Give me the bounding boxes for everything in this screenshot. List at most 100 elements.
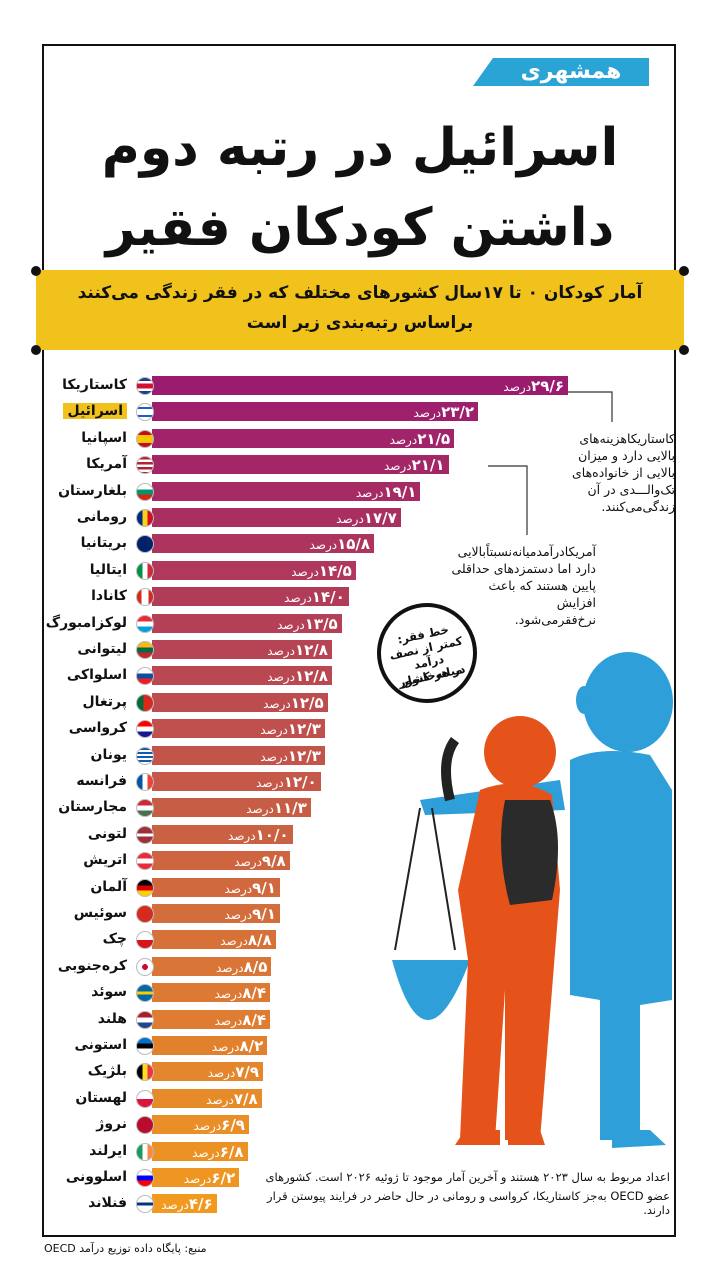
bar-value-label: ۸/۴درصد bbox=[214, 1010, 267, 1029]
country-label: آمریکا bbox=[86, 456, 127, 473]
bar-value-label: ۱۳/۵درصد bbox=[277, 614, 338, 633]
country-label: کاستاریکا bbox=[62, 377, 127, 393]
bar-value-label: ۲۹/۶درصد bbox=[503, 377, 564, 395]
country-flag-icon bbox=[136, 852, 154, 871]
note-line: کاستاریکاهزینه‌های bbox=[579, 431, 675, 446]
chart-bar bbox=[152, 1088, 262, 1108]
subtitle-line2: براساس رتبه‌بندی زیر است bbox=[246, 313, 474, 333]
chart-bar bbox=[152, 851, 290, 871]
note-line: آمریکادرآمدمیانه‌نسبتاًبالایی bbox=[457, 544, 596, 559]
country-flag-icon bbox=[136, 614, 154, 633]
country-flag-icon bbox=[136, 878, 154, 897]
chart-bar bbox=[152, 877, 280, 897]
country-flag-icon bbox=[136, 905, 154, 923]
bar-value-label: ۹/۱درصد bbox=[224, 878, 276, 897]
country-flag-icon bbox=[136, 825, 154, 844]
country-flag-icon bbox=[136, 1142, 154, 1161]
country-label: کرواسی bbox=[68, 720, 127, 737]
bar-value-label: ۱۴/۵درصد bbox=[291, 561, 352, 580]
bar-value-label: ۷/۸درصد bbox=[206, 1089, 258, 1108]
country-flag-icon bbox=[136, 456, 154, 475]
country-label: کره‌جنوبی bbox=[57, 957, 127, 974]
country-label: اسرائیل bbox=[63, 403, 127, 420]
chart-bar bbox=[152, 1194, 217, 1214]
country-flag-icon bbox=[136, 1169, 154, 1187]
source-note: منبع: پایگاه داده توزیع درآمد OECD bbox=[44, 1242, 207, 1255]
country-flag-icon bbox=[136, 720, 154, 739]
chart-bar bbox=[152, 1062, 264, 1082]
country-flag-icon bbox=[136, 667, 154, 686]
chart-bar bbox=[152, 1141, 248, 1161]
bar-value-label: ۴/۶درصد bbox=[161, 1195, 213, 1214]
chart-bar bbox=[152, 772, 321, 791]
band-corner-dot bbox=[679, 345, 689, 355]
chart-bar bbox=[152, 1168, 240, 1187]
country-label: چک bbox=[102, 931, 127, 948]
country-label: ایرلند bbox=[89, 1142, 127, 1159]
country-label: اسلوونی bbox=[65, 1169, 127, 1185]
country-label: بلغارستان bbox=[58, 482, 127, 499]
country-label: بریتانیا bbox=[80, 535, 127, 552]
bar-value-label: ۶/۹درصد bbox=[193, 1116, 245, 1135]
country-flag-icon bbox=[136, 509, 154, 527]
country-label: لهستان bbox=[75, 1089, 127, 1106]
chart-bar bbox=[152, 1009, 271, 1029]
country-flag-icon bbox=[136, 984, 154, 1003]
bar-value-label: ۲۱/۱درصد bbox=[383, 456, 445, 475]
country-flag-icon bbox=[136, 561, 154, 580]
chart-bar bbox=[152, 824, 293, 844]
country-label: اسپانیا bbox=[81, 429, 127, 446]
bar-value-label: ۱۱/۳درصد bbox=[246, 799, 307, 818]
page-title-line1: اسرائیل در رتبه دوم bbox=[101, 118, 619, 178]
country-flag-icon bbox=[136, 482, 154, 501]
country-label: مجارستان bbox=[58, 799, 127, 816]
bar-value-label: ۱۲/۵درصد bbox=[263, 693, 324, 712]
chart-bar bbox=[152, 402, 479, 422]
chart-bar bbox=[152, 508, 401, 527]
bar-value-label: ۱۲/۰درصد bbox=[256, 773, 317, 791]
country-label: فنلاند bbox=[88, 1195, 127, 1212]
chart-bar bbox=[152, 692, 328, 712]
bar-value-label: ۹/۸درصد bbox=[234, 852, 286, 871]
bar-value-label: ۱۴/۰درصد bbox=[284, 588, 345, 607]
country-label: پرتغال bbox=[82, 693, 127, 710]
country-flag-icon bbox=[136, 931, 154, 950]
note-line: نرخ‌فقرمی‌شود. bbox=[514, 612, 596, 627]
country-label: اسلواکی bbox=[66, 667, 127, 684]
note-line: بالایی دارد و میزان bbox=[578, 448, 675, 463]
country-flag-icon bbox=[136, 1195, 154, 1214]
chart-bar bbox=[152, 904, 280, 923]
bar-value-label: ۱۰/۰درصد bbox=[227, 825, 289, 844]
country-flag-icon bbox=[136, 1063, 154, 1082]
chart-bar bbox=[152, 745, 325, 765]
country-label: فرانسه bbox=[76, 773, 127, 789]
chart-bar bbox=[152, 1115, 249, 1135]
country-label: نروژ bbox=[96, 1116, 127, 1133]
band-corner-dot bbox=[679, 266, 689, 276]
country-label: لوکزامبورگ bbox=[45, 614, 127, 631]
chart-bar bbox=[152, 587, 349, 607]
chart-bar bbox=[152, 956, 272, 976]
bar-value-label: ۱۲/۳درصد bbox=[260, 746, 321, 765]
bar-value-label: ۲۳/۲درصد bbox=[413, 403, 475, 422]
bar-value-label: ۱۹/۱درصد bbox=[355, 482, 417, 501]
country-label: لیتوانی bbox=[77, 641, 127, 657]
country-flag-icon bbox=[136, 1116, 154, 1135]
infographic-frame bbox=[42, 44, 676, 1237]
chart-bar bbox=[152, 798, 311, 818]
note-line: تک‌والـــدی در آن bbox=[587, 482, 675, 497]
bar-value-label: ۱۷/۷درصد bbox=[336, 509, 397, 527]
chart-bar bbox=[152, 534, 375, 554]
footer-note-line2: عضو OECD به‌جز کاستاریکا، کرواسی و رومان… bbox=[267, 1189, 670, 1217]
country-label: بلژیک bbox=[87, 1063, 127, 1080]
band-corner-dot bbox=[31, 266, 41, 276]
note-line: بالایی از خانواده‌های bbox=[571, 465, 675, 480]
chart-bar bbox=[152, 1036, 268, 1055]
country-flag-icon bbox=[136, 773, 154, 791]
country-flag-icon bbox=[136, 588, 154, 607]
footer-note-line1: اعداد مربوط به سال ۲۰۲۳ هستند و آخرین آم… bbox=[265, 1170, 670, 1184]
note-costa-rica: کاستاریکاهزینه‌های بالایی دارد و میزان ب… bbox=[565, 430, 675, 515]
country-flag-icon bbox=[136, 377, 154, 395]
country-label: آلمان bbox=[90, 878, 127, 895]
chart-bar bbox=[152, 428, 455, 448]
